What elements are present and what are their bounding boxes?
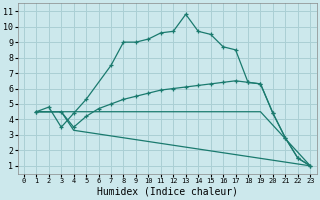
X-axis label: Humidex (Indice chaleur): Humidex (Indice chaleur) xyxy=(97,187,237,197)
